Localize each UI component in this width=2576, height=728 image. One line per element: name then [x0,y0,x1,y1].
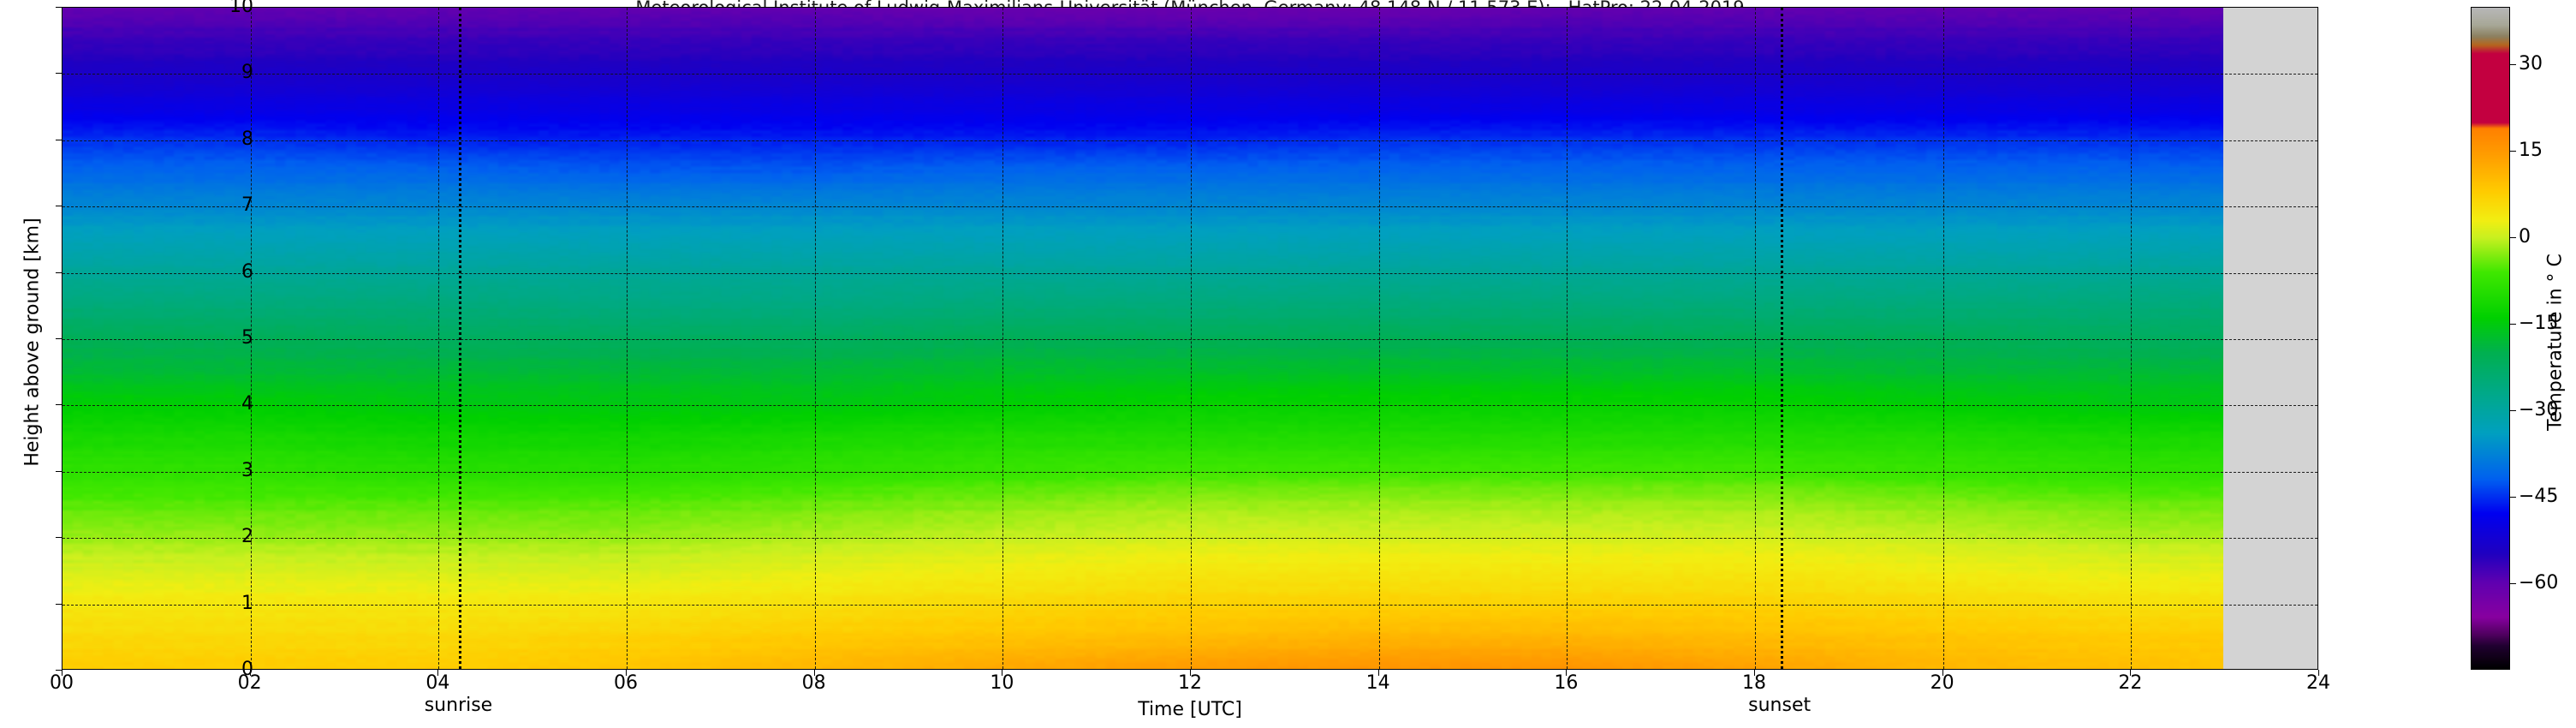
gridline-horizontal [62,74,2317,75]
colorbar-tick-label: 15 [2519,140,2543,162]
gridline-horizontal [62,206,2317,208]
y-tick-label: 6 [241,260,253,283]
y-tick-mark [56,537,62,539]
gridline-horizontal [62,538,2317,540]
y-tick-mark [56,338,62,339]
gridline-vertical [1378,8,1380,669]
colorbar-tick-label: −15 [2519,313,2559,335]
gridline-vertical [250,8,252,669]
y-tick-mark [56,470,62,472]
x-tick-label: 00 [50,672,74,694]
x-tick-mark [626,670,627,676]
y-tick-label: 1 [241,592,253,614]
event-label-sunrise: sunrise [424,695,493,716]
y-tick-label: 9 [241,62,253,84]
x-tick-mark [1566,670,1568,676]
gridline-vertical [627,8,628,669]
colorbar-raster [2472,8,2509,669]
y-tick-label: 2 [241,526,253,548]
x-tick-label: 10 [990,672,1014,694]
x-tick-mark [2130,670,2132,676]
colorbar-tick-label: 0 [2519,226,2531,248]
y-tick-mark [56,7,62,8]
y-tick-mark [56,603,62,605]
x-tick-mark [2318,670,2319,676]
colorbar-tick-mark [2510,237,2516,239]
y-axis-title: Height above ground [km] [21,218,44,467]
y-tick-label: 7 [241,194,253,217]
colorbar-tick-label: 30 [2519,53,2543,75]
gridline-vertical [1755,8,1756,669]
x-tick-label: 18 [1742,672,1766,694]
x-tick-label: 24 [2306,672,2330,694]
x-tick-label: 06 [614,672,638,694]
gridline-horizontal [62,140,2317,141]
colorbar-tick-mark [2510,151,2516,152]
y-tick-label: 3 [241,459,253,481]
x-tick-mark [437,670,439,676]
y-tick-mark [56,73,62,75]
y-tick-label: 8 [241,128,253,150]
y-tick-label: 10 [229,0,253,17]
gridline-horizontal [62,272,2317,274]
event-line-sunset [1780,8,1783,669]
colorbar-title: Temperature in ° C [2544,254,2567,431]
gridline-vertical [1567,8,1568,669]
y-tick-mark [56,404,62,406]
x-tick-mark [813,670,815,676]
colorbar: 30 15 0 −15 −30 −45 −60 [2471,7,2558,670]
gridline-vertical [2131,8,2133,669]
colorbar-tick-label: −60 [2519,572,2559,594]
colorbar-tick-label: −30 [2519,399,2559,421]
x-tick-mark [1377,670,1379,676]
x-tick-mark [1942,670,1943,676]
x-tick-mark [1754,670,1755,676]
x-tick-label: 08 [801,672,826,694]
colorbar-tick-mark [2510,583,2516,585]
gridline-horizontal [62,339,2317,340]
x-tick-label: 12 [1178,672,1202,694]
colorbar-tick-mark [2510,64,2516,66]
x-tick-mark [1190,670,1191,676]
x-tick-label: 14 [1365,672,1390,694]
gridline-vertical [1002,8,1004,669]
y-tick-label: 4 [241,393,253,415]
x-axis-title: Time [UTC] [1138,699,1242,720]
heatmap-raster [62,8,2224,669]
gridline-vertical [1191,8,1192,669]
y-tick-label: 5 [241,327,253,349]
gridline-horizontal [62,604,2317,606]
x-tick-label: 22 [2118,672,2143,694]
event-label-sunset: sunset [1748,695,1812,716]
x-tick-label: 02 [237,672,262,694]
x-tick-label: 20 [1930,672,1954,694]
gridline-vertical [1942,8,1944,669]
x-tick-label: 04 [425,672,450,694]
colorbar-tick-mark [2510,324,2516,325]
colorbar-tick-mark [2510,497,2516,498]
gridline-vertical [438,8,440,669]
y-tick-mark [56,670,62,671]
x-tick-label: 16 [1554,672,1579,694]
colorbar-tick-mark [2510,410,2516,412]
y-tick-mark [56,272,62,273]
gridline-vertical [814,8,816,669]
heatmap-plot-area [62,7,2318,670]
x-tick-mark [249,670,251,676]
gridline-horizontal [62,471,2317,473]
colorbar-gradient [2471,7,2510,670]
colorbar-tick-label: −45 [2519,486,2559,508]
gridline-horizontal [62,405,2317,407]
temperature-heatmap [62,8,2224,669]
event-line-sunrise [459,8,462,669]
